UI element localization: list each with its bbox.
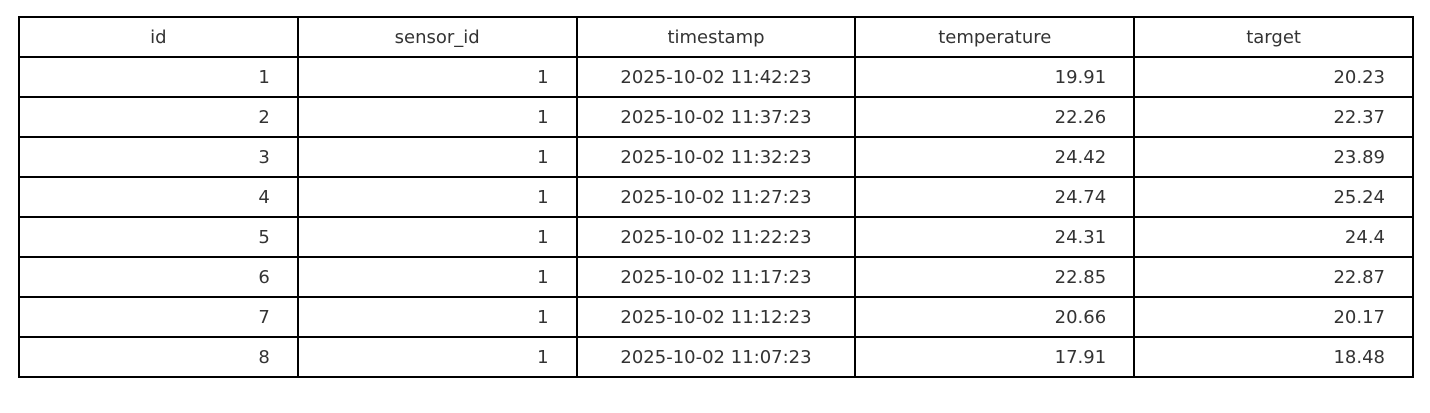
column-header-target: target	[1133, 16, 1414, 58]
table-cell-sensor-id: 1	[296, 56, 578, 98]
table-cell-timestamp: 2025-10-02 11:32:23	[575, 136, 857, 178]
table-cell-sensor-id: 1	[296, 96, 578, 138]
table-cell-temperature: 24.74	[854, 176, 1136, 218]
table-body: 1 1 2025-10-02 11:42:23 19.91 20.23 2 1 2025-10…	[18, 56, 1414, 378]
table-cell-timestamp: 2025-10-02 11:07:23	[575, 336, 857, 378]
table-cell-temperature: 19.91	[854, 56, 1136, 98]
table-cell-target: 18.48	[1133, 336, 1414, 378]
table-cell-target: 22.87	[1133, 256, 1414, 298]
table-cell-target: 22.37	[1133, 96, 1414, 138]
table-cell-target: 20.17	[1133, 296, 1414, 338]
table-row: 7 1 2025-10-02 11:12:23 20.66 20.17	[18, 296, 1414, 338]
table-cell-sensor-id: 1	[296, 336, 578, 378]
table-row: 6 1 2025-10-02 11:17:23 22.85 22.87	[18, 256, 1414, 298]
table-row: 5 1 2025-10-02 11:22:23 24.31 24.4	[18, 216, 1414, 258]
table-cell-id: 2	[18, 96, 299, 138]
table-cell-temperature: 20.66	[854, 296, 1136, 338]
table-cell-id: 6	[18, 256, 299, 298]
table-cell-timestamp: 2025-10-02 11:22:23	[575, 216, 857, 258]
table-cell-temperature: 22.85	[854, 256, 1136, 298]
table-cell-target: 25.24	[1133, 176, 1414, 218]
table-cell-id: 7	[18, 296, 299, 338]
table-cell-sensor-id: 1	[296, 256, 578, 298]
table-cell-temperature: 17.91	[854, 336, 1136, 378]
table-cell-timestamp: 2025-10-02 11:27:23	[575, 176, 857, 218]
table-row: 2 1 2025-10-02 11:37:23 22.26 22.37	[18, 96, 1414, 138]
table-cell-id: 5	[18, 216, 299, 258]
table-row: 4 1 2025-10-02 11:27:23 24.74 25.24	[18, 176, 1414, 218]
table-cell-temperature: 24.31	[854, 216, 1136, 258]
table-cell-sensor-id: 1	[296, 136, 578, 178]
table-cell-sensor-id: 1	[296, 296, 578, 338]
table-cell-timestamp: 2025-10-02 11:12:23	[575, 296, 857, 338]
table-cell-target: 20.23	[1133, 56, 1414, 98]
table-cell-id: 4	[18, 176, 299, 218]
table-cell-id: 1	[18, 56, 299, 98]
column-header-temperature: temperature	[854, 16, 1136, 58]
table-row: 3 1 2025-10-02 11:32:23 24.42 23.89	[18, 136, 1414, 178]
table-cell-sensor-id: 1	[296, 216, 578, 258]
table-cell-timestamp: 2025-10-02 11:17:23	[575, 256, 857, 298]
column-header-sensor-id: sensor_id	[296, 16, 578, 58]
table-cell-temperature: 22.26	[854, 96, 1136, 138]
table-cell-id: 3	[18, 136, 299, 178]
table-header-row: id sensor_id timestamp temperature target	[18, 16, 1414, 58]
column-header-timestamp: timestamp	[575, 16, 857, 58]
table-cell-sensor-id: 1	[296, 176, 578, 218]
table-cell-target: 24.4	[1133, 216, 1414, 258]
table-cell-target: 23.89	[1133, 136, 1414, 178]
table-cell-timestamp: 2025-10-02 11:37:23	[575, 96, 857, 138]
column-header-id: id	[18, 16, 299, 58]
table-row: 1 1 2025-10-02 11:42:23 19.91 20.23	[18, 56, 1414, 98]
table-cell-id: 8	[18, 336, 299, 378]
table-row: 8 1 2025-10-02 11:07:23 17.91 18.48	[18, 336, 1414, 378]
table-cell-timestamp: 2025-10-02 11:42:23	[575, 56, 857, 98]
table-cell-temperature: 24.42	[854, 136, 1136, 178]
